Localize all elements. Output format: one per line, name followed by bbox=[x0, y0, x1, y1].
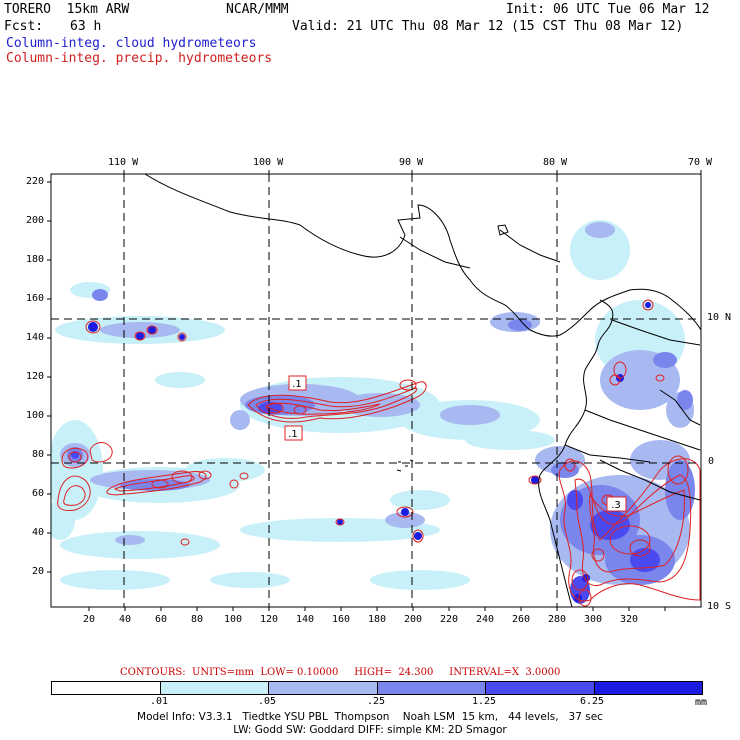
y-tick-label: 60 bbox=[32, 488, 45, 499]
field-precip-label: Column-integ. precip. hydrometeors bbox=[6, 51, 273, 66]
legend-threshold: .05 bbox=[257, 696, 277, 707]
x-tick-label: 220 bbox=[440, 614, 459, 625]
lat-label-10s: 10 S bbox=[707, 601, 732, 612]
contour-label-text: .1 bbox=[288, 429, 298, 440]
x-tick-marks bbox=[88, 607, 666, 611]
lon-label-70w: 70 W bbox=[688, 157, 713, 168]
legend-swatch-0 bbox=[52, 682, 161, 694]
legend-swatch-4 bbox=[486, 682, 595, 694]
lat-label-0: 0 bbox=[708, 456, 715, 467]
y-tick-label: 200 bbox=[26, 215, 45, 226]
y-tick-label: 140 bbox=[26, 332, 45, 343]
lon-label-90w: 90 W bbox=[399, 157, 424, 168]
forecast-label: Fcst: bbox=[4, 19, 44, 34]
plot-frame bbox=[50, 173, 702, 608]
init-time: Init: 06 UTC Tue 06 Mar 12 bbox=[506, 2, 710, 17]
legend-swatch-3 bbox=[377, 682, 486, 694]
contour-label-text: .3 bbox=[611, 500, 621, 511]
field-cloud-label: Column-integ. cloud hydrometeors bbox=[6, 36, 257, 51]
model-title: TORERO 15km ARW bbox=[4, 2, 130, 17]
precip-contours bbox=[57, 299, 701, 607]
y-tick-label: 40 bbox=[32, 527, 45, 538]
center-label: NCAR/MMM bbox=[226, 2, 289, 17]
contour-label: .3 bbox=[606, 496, 627, 512]
x-tick-label: 160 bbox=[332, 614, 351, 625]
lon-label-80w: 80 W bbox=[543, 157, 568, 168]
legend-threshold: 6.25 bbox=[579, 696, 605, 707]
legend-unit: mm bbox=[695, 697, 708, 708]
lon-label-100w: 100 W bbox=[253, 157, 284, 168]
y-tick-label: 80 bbox=[32, 449, 45, 460]
y-tick-label: 100 bbox=[26, 410, 45, 421]
legend-swatch-1 bbox=[160, 682, 269, 694]
lon-label-110w: 110 W bbox=[108, 157, 139, 168]
x-tick-label: 180 bbox=[368, 614, 387, 625]
valid-time: Valid: 21 UTC Thu 08 Mar 12 (15 CST Thu … bbox=[292, 19, 684, 34]
y-tick-label: 160 bbox=[26, 293, 45, 304]
x-tick-label: 80 bbox=[191, 614, 204, 625]
legend-swatch-2 bbox=[269, 682, 378, 694]
x-tick-label: 60 bbox=[155, 614, 168, 625]
lat-label-10n: 10 N bbox=[707, 312, 732, 323]
x-tick-label: 300 bbox=[584, 614, 603, 625]
contour-info: CONTOURS: UNITS=mm LOW= 0.10000 HIGH= 24… bbox=[120, 667, 561, 678]
contour-label-text: .1 bbox=[292, 379, 302, 390]
graticule bbox=[51, 174, 701, 607]
legend-threshold: .25 bbox=[366, 696, 386, 707]
legend-threshold: 1.25 bbox=[471, 696, 497, 707]
contour-label: .1 bbox=[284, 425, 303, 441]
x-tick-label: 240 bbox=[476, 614, 495, 625]
coastlines bbox=[144, 174, 701, 607]
x-tick-label: 200 bbox=[404, 614, 423, 625]
legend-threshold: .01 bbox=[149, 696, 169, 707]
x-tick-label: 120 bbox=[260, 614, 279, 625]
color-legend bbox=[51, 681, 703, 695]
contour-label: .1 bbox=[288, 375, 307, 391]
forecast-hours: 63 h bbox=[70, 19, 102, 34]
lon-tick-marks bbox=[123, 170, 702, 174]
y-tick-marks bbox=[47, 181, 51, 573]
x-tick-label: 260 bbox=[512, 614, 531, 625]
shaded-field bbox=[51, 174, 701, 607]
x-tick-label: 40 bbox=[119, 614, 132, 625]
model-info-line1: Model Info: V3.3.1 Tiedtke YSU PBL Thomp… bbox=[137, 711, 603, 723]
legend-swatch-5 bbox=[594, 682, 702, 694]
y-tick-label: 120 bbox=[26, 371, 45, 382]
x-tick-label: 320 bbox=[620, 614, 639, 625]
x-tick-label: 140 bbox=[296, 614, 315, 625]
y-tick-label: 180 bbox=[26, 254, 45, 265]
model-info-line2: LW: Godd SW: Goddard DIFF: simple KM: 2D… bbox=[233, 724, 507, 736]
x-tick-label: 100 bbox=[224, 614, 243, 625]
x-tick-label: 20 bbox=[83, 614, 96, 625]
contour-labels: .1 .1 .3 bbox=[284, 375, 627, 512]
x-tick-label: 280 bbox=[548, 614, 567, 625]
y-tick-label: 220 bbox=[26, 176, 45, 187]
y-tick-label: 20 bbox=[32, 566, 45, 577]
